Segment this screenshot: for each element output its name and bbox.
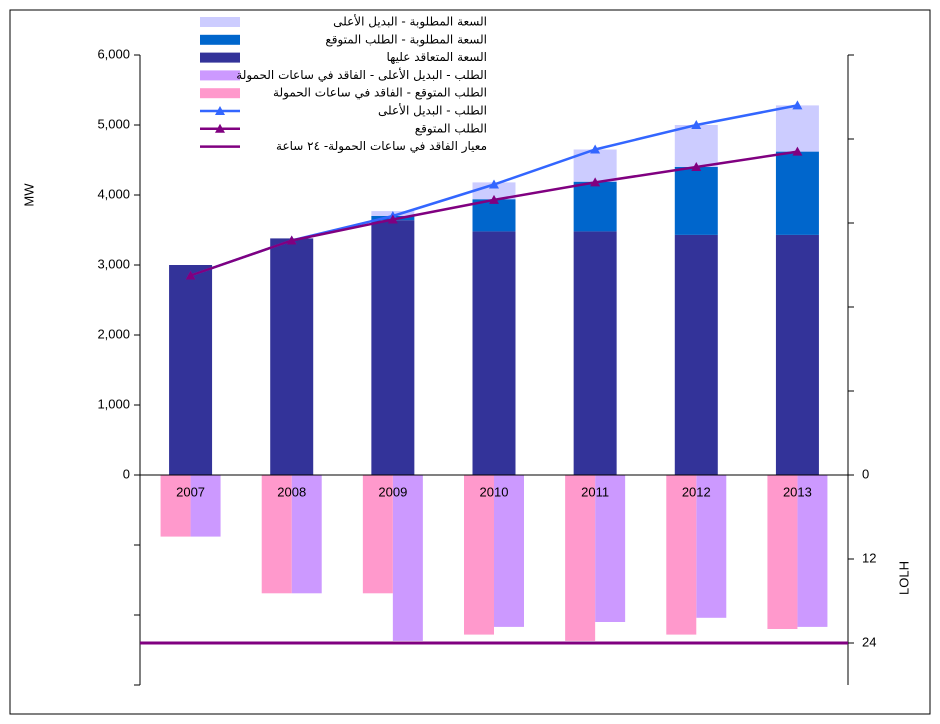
bar	[767, 475, 798, 629]
y-axis-label: MW	[21, 183, 36, 207]
bar	[190, 475, 221, 537]
y-tick-label: 5,000	[97, 116, 130, 131]
bar	[666, 475, 697, 635]
bar	[371, 220, 415, 475]
y2-tick-label: 12	[862, 550, 876, 565]
bar	[674, 167, 718, 235]
legend-swatch	[200, 52, 240, 63]
bar	[573, 181, 617, 232]
bar	[270, 238, 314, 475]
bar	[472, 231, 516, 475]
bar	[464, 475, 494, 635]
bar	[775, 151, 819, 235]
bar	[696, 475, 727, 618]
x-tick-label: 2011	[581, 484, 609, 499]
legend-label: السعة المطلوبة - الطلب المتوقع	[325, 32, 487, 47]
legend-label: الطلب المتوقع - الفاقد في ساعات الحمولة	[273, 86, 487, 101]
x-tick-label: 2010	[480, 484, 509, 499]
x-tick-label: 2007	[176, 484, 205, 499]
legend-label: الطلب المتوقع	[415, 121, 487, 136]
legend-swatch	[200, 70, 240, 81]
y-tick-label: 1,000	[97, 396, 130, 411]
bar	[494, 475, 524, 627]
bar	[797, 475, 828, 627]
legend-marker	[215, 123, 225, 133]
marker	[387, 214, 398, 224]
legend-marker	[215, 106, 225, 115]
y2-tick-label: 0	[862, 466, 869, 481]
bar	[775, 105, 819, 152]
legend-label: الطلب - البديل الأعلى	[378, 103, 487, 118]
legend-label: معيار الفاقد في ساعات الحمولة- ٢٤ ساعة	[276, 139, 487, 154]
marker	[489, 194, 499, 204]
x-tick-label: 2008	[277, 484, 306, 499]
marker	[286, 235, 297, 245]
legend-swatch	[200, 88, 240, 99]
bar	[362, 475, 393, 594]
y-tick-label: 3,000	[97, 256, 130, 271]
legend-label: الطلب - البديل الأعلى - الفاقد في ساعات …	[236, 67, 487, 83]
marker	[792, 100, 803, 110]
legend-swatch	[200, 34, 240, 45]
y-tick-label: 6,000	[97, 46, 130, 61]
x-tick-label: 2012	[682, 484, 711, 499]
marker	[691, 162, 702, 171]
x-tick-label: 2013	[783, 484, 812, 499]
bar	[291, 475, 322, 594]
bar	[674, 125, 718, 167]
bar	[169, 265, 213, 475]
marker	[489, 179, 499, 189]
x-tick-label: 2009	[378, 484, 407, 499]
bar	[160, 475, 191, 537]
marker	[792, 146, 803, 156]
legend-swatch	[200, 17, 240, 27]
y2-axis-label: LOLH	[896, 561, 911, 595]
legend-label: السعة المطلوبة - البديل الأعلى	[333, 14, 487, 30]
y-tick-label: 4,000	[97, 186, 130, 201]
marker	[185, 270, 196, 280]
y-tick-label: 2,000	[97, 326, 130, 341]
bar	[674, 234, 718, 475]
bar	[573, 231, 617, 475]
legend-label: السعة المتعاقد عليها	[386, 50, 487, 64]
bar	[595, 475, 626, 622]
marker	[590, 177, 601, 187]
bar	[775, 234, 819, 475]
bar	[261, 475, 292, 594]
y2-tick-label: 24	[862, 634, 876, 649]
bar	[565, 475, 596, 641]
bar	[472, 199, 516, 232]
bar	[392, 475, 423, 641]
marker	[691, 120, 702, 129]
y-tick-label: 0	[123, 466, 130, 481]
marker	[590, 144, 601, 154]
